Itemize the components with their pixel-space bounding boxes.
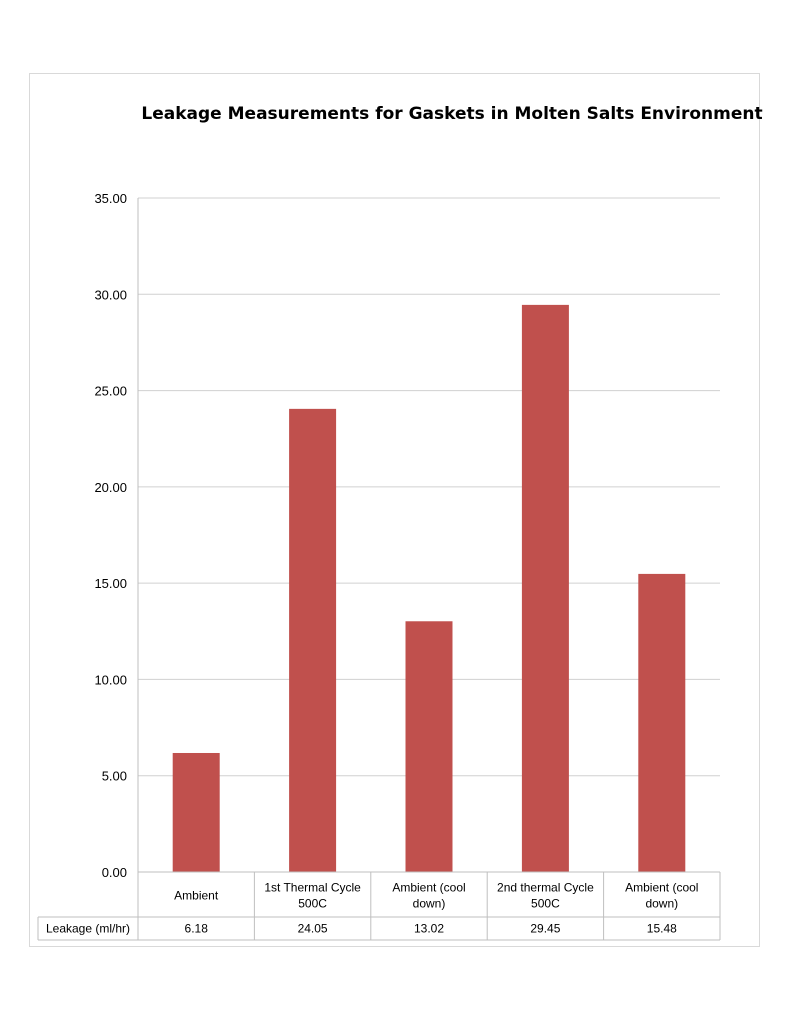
category-label: Ambient (cool (625, 881, 698, 895)
y-axis: 0.00 5.00 10.00 15.00 20.00 25.00 30.00 35.00 (94, 191, 139, 880)
data-table: Ambient 1st Thermal Cycle 500C Ambient (coo… (37, 871, 721, 941)
bar (638, 573, 686, 872)
bar (405, 621, 453, 872)
bar (521, 304, 569, 872)
category-label: down) (413, 897, 446, 911)
chart-title: Leakage Measurements for Gaskets in Molt… (141, 104, 762, 124)
category-label: 500C (531, 897, 560, 911)
y-tick-label: 5.00 (102, 769, 127, 784)
data-value-label: 24.05 (298, 922, 328, 936)
y-tick-label: 25.00 (94, 384, 127, 399)
y-tick-label: 0.00 (102, 865, 127, 880)
y-tick-label: 20.00 (94, 480, 127, 495)
category-label: Ambient (174, 889, 219, 903)
category-label: 2nd thermal Cycle (497, 881, 594, 895)
y-tick-label: 10.00 (94, 672, 127, 687)
data-value-label: 29.45 (530, 922, 560, 936)
y-tick-label: 30.00 (94, 287, 127, 302)
bar (172, 752, 220, 872)
category-label: down) (645, 897, 678, 911)
category-label: Ambient (cool (392, 881, 465, 895)
y-tick-label: 35.00 (94, 191, 127, 206)
bars (172, 304, 686, 872)
category-label: 1st Thermal Cycle (264, 881, 361, 895)
chart-frame (29, 73, 760, 947)
data-value-label: 13.02 (414, 922, 444, 936)
category-label: 500C (298, 897, 327, 911)
gridlines (138, 197, 720, 777)
series-label: Leakage (ml/hr) (46, 922, 130, 936)
data-value-label: 6.18 (185, 922, 209, 936)
y-tick-label: 15.00 (94, 576, 127, 591)
bar (289, 408, 337, 872)
data-value-label: 15.48 (647, 922, 677, 936)
